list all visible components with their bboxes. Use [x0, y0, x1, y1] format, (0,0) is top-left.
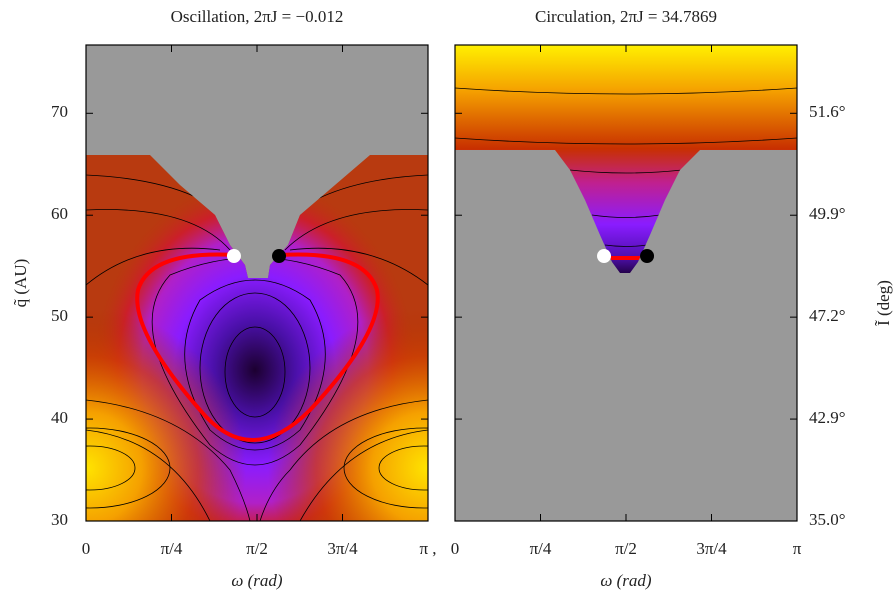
marker: [640, 248, 655, 263]
y2-tick-label: 35.0°: [809, 510, 846, 529]
panel-title: Circulation, 2πJ = 34.7869: [535, 7, 717, 26]
y-tick-label: 50: [51, 306, 68, 325]
x-tick-label: π/2: [246, 539, 268, 558]
y-tick-label: 30: [51, 510, 68, 529]
marker: [226, 248, 241, 263]
marker: [272, 248, 287, 263]
y-tick-label: 70: [51, 102, 68, 121]
x-tick-label: 0: [82, 539, 91, 558]
panel-title: Oscillation, 2πJ = −0.012: [171, 7, 344, 26]
x-tick-label: 3π/4: [327, 539, 358, 558]
marker: [597, 248, 612, 263]
x-axis-label: ω (rad): [600, 571, 652, 590]
y2-axis-label: Ĩ (deg): [874, 280, 893, 326]
x-tick-label: 0: [451, 539, 460, 558]
x-axis-label: ω (rad): [231, 571, 283, 590]
x-tick-label: π/2: [615, 539, 637, 558]
y-tick-label: 40: [51, 408, 68, 427]
x-tick-label: π: [793, 539, 802, 558]
heatmap-right: [455, 45, 797, 521]
y2-tick-label: 42.9°: [809, 408, 846, 427]
y-tick-label: 60: [51, 204, 68, 223]
x-tick-label: π ,: [419, 539, 436, 558]
y2-tick-label: 49.9°: [809, 204, 846, 223]
y2-tick-label: 47.2°: [809, 306, 846, 325]
y2-tick-label: 51.6°: [809, 102, 846, 121]
plot-frame: [85, 44, 429, 522]
heatmap-left: [86, 45, 428, 521]
y-axis-label: q̃ (AU): [11, 259, 30, 308]
x-tick-label: π/4: [530, 539, 552, 558]
x-tick-label: π/4: [161, 539, 183, 558]
plot-frame: [454, 44, 798, 522]
x-tick-label: 3π/4: [696, 539, 727, 558]
